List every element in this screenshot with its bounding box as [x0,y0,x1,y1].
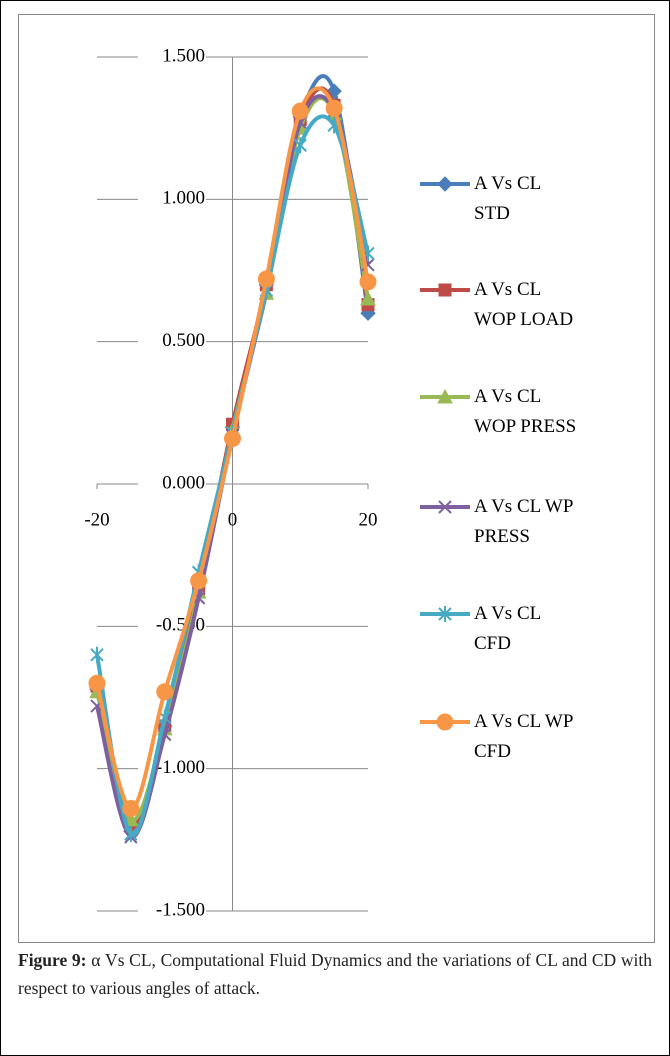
x-tick-label: 20 [359,509,378,530]
marker [325,99,343,117]
caption: Figure 9: α Vs CL, Computational Fluid D… [18,946,652,1002]
marker [293,137,307,154]
marker [436,713,454,731]
y-tick-label: -0.500 [156,615,205,636]
marker [437,388,453,404]
marker [224,429,241,447]
marker [257,270,275,288]
marker [438,606,452,622]
legend-label: A Vs CL WP PRESS [474,496,573,547]
marker [359,273,377,291]
x-tick-label: -20 [84,509,109,530]
tick-label-bg [138,473,206,495]
marker [190,572,208,590]
tick-label-bg [138,46,206,68]
marker [438,500,452,514]
marker [360,290,376,306]
legend-label: A Vs CL CFD [474,603,541,654]
marker [88,674,106,692]
y-tick-label: 0.500 [162,330,205,351]
y-tick-label: 1.000 [162,188,205,209]
legend-label: A Vs CL WOP LOAD [474,279,574,330]
y-tick-label: 0.000 [162,472,205,493]
tick-label-bg [138,188,206,211]
marker [438,283,452,297]
caption-label: Figure 9: [18,950,87,970]
marker [90,646,104,663]
marker [156,683,174,701]
tick-label-bg [138,900,206,922]
chart-border [18,14,655,943]
legend-label: A Vs CL WOP PRESS [474,386,577,437]
y-tick-label: 1.500 [162,45,205,66]
marker [122,800,140,818]
caption-text: α Vs CL, Computational Fluid Dynamics an… [18,950,652,998]
legend-label: A Vs CL WP CFD [474,711,573,762]
legend-label: A Vs CL STD [474,173,541,224]
x-tick-label: 0 [228,509,238,530]
marker [124,826,138,843]
marker [437,176,453,192]
tick-label-bg [138,330,206,353]
marker [291,102,309,120]
y-tick-label: -1.500 [156,899,205,920]
y-tick-label: -1.000 [156,757,205,778]
